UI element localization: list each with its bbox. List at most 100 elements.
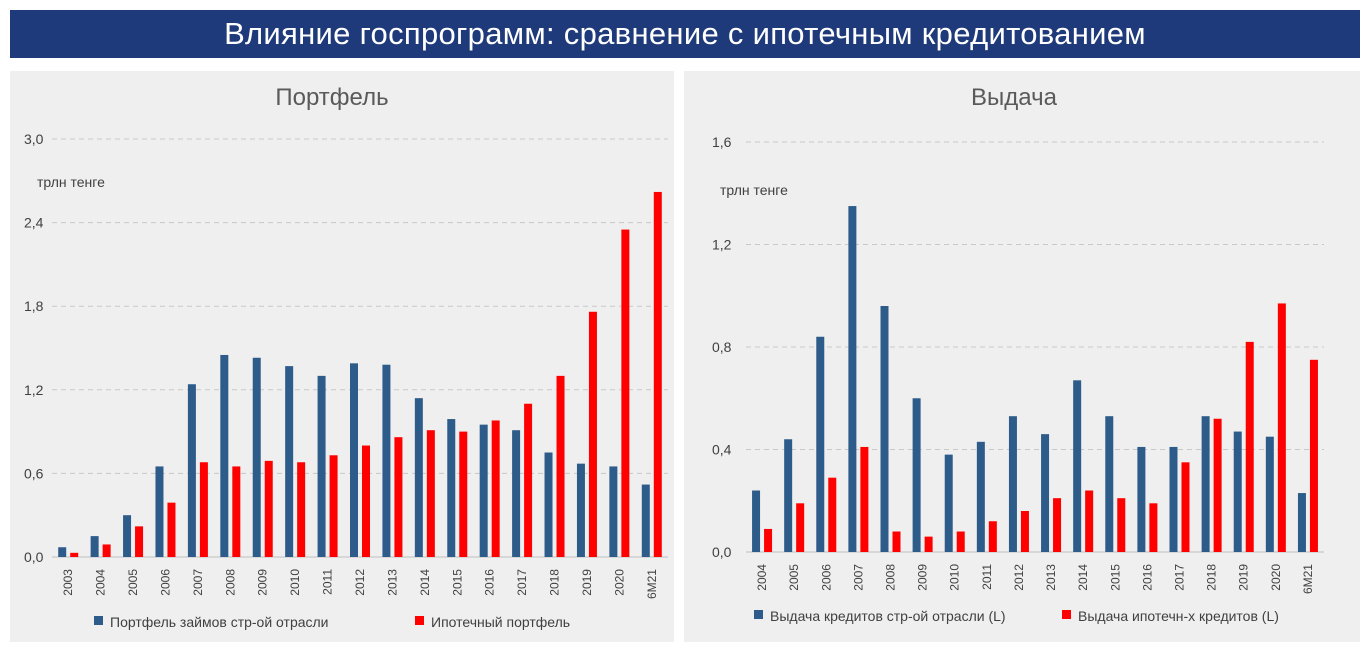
bar-blue-series <box>447 419 456 557</box>
bar-red-series <box>524 403 533 557</box>
x-tick-label: 2012 <box>1012 564 1026 591</box>
x-tick-label: 2007 <box>851 564 865 591</box>
bar-blue-series <box>252 357 261 557</box>
bar-blue-series <box>220 354 229 557</box>
legend-swatch-blue <box>754 610 763 619</box>
unit-label: трлн тенге <box>37 174 105 190</box>
y-tick-label: 0,0 <box>24 549 44 565</box>
y-tick-label: 1,2 <box>712 237 732 253</box>
legend-label: Выдача ипотечн-х кредитов (L) <box>1078 608 1279 624</box>
bar-red-series <box>232 466 241 557</box>
x-tick-label: 2012 <box>353 569 367 596</box>
bar-red-series <box>1309 359 1318 552</box>
bar-blue-series <box>609 466 618 557</box>
chart-title: Выдача <box>971 84 1058 111</box>
bar-red-series <box>102 544 111 557</box>
bar-red-series <box>860 446 869 552</box>
unit-label: трлн тенге <box>720 182 788 198</box>
bar-blue-series <box>285 366 294 557</box>
bar-blue-series <box>187 384 196 557</box>
bar-red-series <box>828 477 837 552</box>
portfolio-chart-panel: Портфель 0,0 0,6 1,2 1,8 2,4 3,0 трлн тенге 2003… <box>10 71 674 642</box>
x-tick-label: 2019 <box>1237 564 1251 591</box>
bar-blue-series <box>880 306 889 552</box>
bar-red-series <box>264 460 273 557</box>
x-tick-label: 2016 <box>1140 564 1154 591</box>
bar-blue-series <box>912 398 921 552</box>
x-tick-label: 2015 <box>450 569 464 596</box>
y-tick-label: 0,8 <box>712 339 732 355</box>
bar-red-series <box>1020 511 1029 552</box>
x-tick-label: 2006 <box>158 569 172 596</box>
bar-red-series <box>297 462 306 557</box>
chart-title: Портфель <box>275 84 388 111</box>
x-tick-label: 6М21 <box>1301 564 1315 594</box>
bar-red-series <box>588 311 597 557</box>
x-tick-label: 2008 <box>223 569 237 596</box>
bar-blue-series <box>848 206 857 552</box>
bar-blue-series <box>1169 446 1178 552</box>
x-tick-label: 2008 <box>884 564 898 591</box>
bar-red-series <box>1085 490 1094 552</box>
x-tick-label: 2020 <box>612 569 626 596</box>
x-tick-label: 2005 <box>126 569 140 596</box>
bar-red-series <box>1277 303 1286 552</box>
bar-blue-series <box>1105 416 1114 552</box>
bar-blue-series <box>155 466 164 557</box>
bar-blue-series <box>414 398 423 557</box>
bar-blue-series <box>479 424 488 557</box>
x-tick-label: 2005 <box>787 564 801 591</box>
y-tick-label: 1,6 <box>712 134 732 150</box>
x-tick-label: 2009 <box>916 564 930 591</box>
x-tick-label: 2017 <box>1173 564 1187 591</box>
legend-label: Ипотечный портфель <box>431 614 570 630</box>
bar-blue-series <box>816 336 825 552</box>
bar-red-series <box>199 462 208 557</box>
bar-blue-series <box>58 547 67 557</box>
bar-red-series <box>1149 503 1158 552</box>
y-tick-label: 0,0 <box>712 544 732 560</box>
bar-blue-series <box>90 536 99 557</box>
x-tick-label: 2004 <box>94 569 108 596</box>
x-tick-label: 2017 <box>515 569 529 596</box>
issuance-chart: Выдача 0,0 0,4 0,8 1,2 1,6 трлн тенге 2004 2005 2… <box>712 84 1324 624</box>
bar-blue-series <box>544 452 553 557</box>
bar-red-series <box>1181 462 1190 552</box>
x-tick-label: 6М21 <box>645 569 659 599</box>
bar-red-series <box>1213 418 1222 552</box>
x-tick-label: 2018 <box>548 569 562 596</box>
x-tick-label: 2009 <box>256 569 270 596</box>
bar-red-series <box>394 437 403 557</box>
bar-red-series <box>621 229 630 558</box>
bar-blue-series <box>784 439 793 552</box>
bar-blue-series <box>382 364 391 557</box>
bar-blue-series <box>1201 416 1210 552</box>
bar-red-series <box>426 430 435 557</box>
y-tick-label: 0,4 <box>712 442 732 458</box>
bar-red-series <box>1117 498 1126 552</box>
legend-label: Выдача кредитов стр-ой отрасли (L) <box>770 608 1006 624</box>
bar-blue-series <box>944 454 953 552</box>
bar-blue-series <box>1073 380 1082 552</box>
page-title: Влияние госпрограмм: сравнение с ипотечн… <box>224 16 1146 51</box>
bar-blue-series <box>1265 436 1274 552</box>
x-tick-label: 2004 <box>755 564 769 591</box>
bar-red-series <box>796 503 805 552</box>
y-tick-label: 3,0 <box>24 131 44 147</box>
x-tick-label: 2003 <box>61 569 75 596</box>
bar-blue-series <box>576 463 585 557</box>
portfolio-chart: Портфель 0,0 0,6 1,2 1,8 2,4 3,0 трлн тенге 2003… <box>24 84 668 630</box>
bar-blue-series <box>317 375 326 557</box>
x-tick-label: 2011 <box>321 569 335 595</box>
bar-blue-series <box>752 490 761 552</box>
x-tick-label: 2011 <box>980 564 994 590</box>
bar-red-series <box>1245 341 1254 552</box>
bar-red-series <box>329 455 338 557</box>
bar-red-series <box>764 528 773 552</box>
bar-red-series <box>924 536 933 552</box>
bar-blue-series <box>1008 416 1017 552</box>
bar-red-series <box>956 531 965 552</box>
bar-red-series <box>362 445 370 557</box>
x-tick-label: 2013 <box>385 569 399 596</box>
y-tick-label: 2,4 <box>24 215 44 231</box>
